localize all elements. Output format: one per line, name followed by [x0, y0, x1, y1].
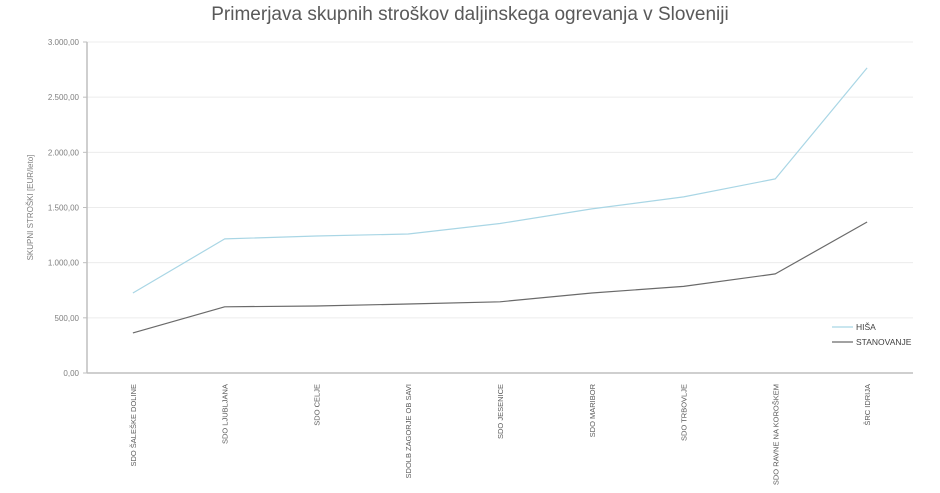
series-line	[132, 67, 868, 294]
x-tick-label: SDO CELJE	[312, 384, 321, 426]
y-tick-label: 500,00	[55, 314, 80, 323]
y-tick-label: 3.000,00	[48, 38, 80, 47]
x-tick-label: SDO RAVNE NA KOROŠKEM	[771, 384, 780, 485]
x-tick-label: SDO JESENICE	[496, 384, 505, 439]
chart-title: Primerjava skupnih stroškov daljinskega …	[211, 4, 729, 25]
y-tick-label: 2.000,00	[48, 148, 80, 157]
gridlines	[87, 41, 913, 319]
series-lines	[132, 67, 868, 334]
legend-label: HIŠA	[856, 322, 876, 332]
x-tick-label: SDO LJUBLJANA	[221, 384, 230, 444]
x-axis-ticks: SDO ŠALEŠKE DOLINE SDO LJUBLJANA SDO CELJE…	[129, 383, 872, 485]
x-tick-label: SDO TRBOVLJE	[680, 384, 689, 441]
y-axis-ticks: 0,00 500,00 1.000,00 1.500,00 2.000,00 2.500,…	[48, 38, 87, 378]
series-line	[132, 221, 868, 334]
x-tick-label: SDO ŠALEŠKE DOLINE	[129, 384, 138, 467]
y-tick-label: 1.500,00	[48, 204, 80, 213]
legend: HIŠA STANOVANJE	[832, 322, 912, 347]
legend-label: STANOVANJE	[856, 337, 912, 347]
y-axis-label: SKUPNI STROŠKI [EUR/leto]	[26, 155, 35, 261]
x-tick-label: SDO MARIBOR	[588, 383, 597, 437]
x-tick-label: ŠRC IDRIJA	[863, 384, 872, 426]
x-tick-label: SDOLB ZAGORJE OB SAVI	[404, 384, 413, 478]
y-tick-label: 1.000,00	[48, 259, 80, 268]
y-tick-label: 2.500,00	[48, 93, 80, 102]
y-tick-label: 0,00	[63, 369, 79, 378]
